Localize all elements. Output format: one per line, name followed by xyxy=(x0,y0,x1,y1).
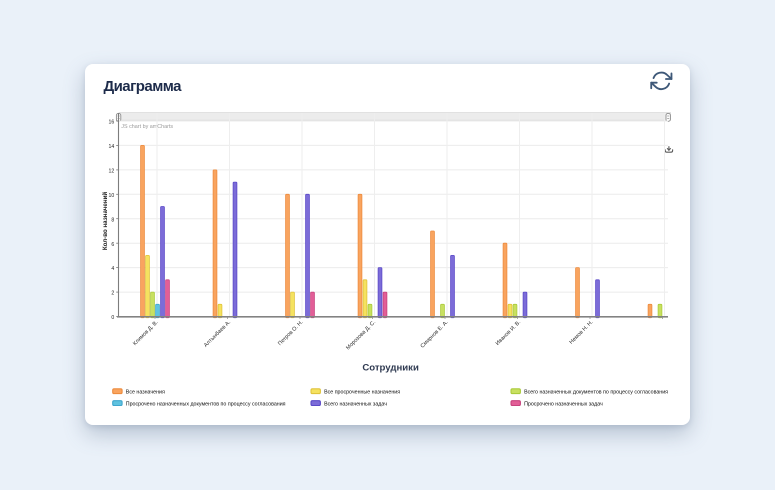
svg-text:Все просроченные назначения: Все просроченные назначения xyxy=(324,389,400,395)
svg-text:Климов Д. В.: Климов Д. В. xyxy=(132,319,160,347)
svg-text:Все назначения: Все назначения xyxy=(126,389,165,395)
svg-text:JS chart by amCharts: JS chart by amCharts xyxy=(121,124,173,130)
svg-text:Иванов И. В.: Иванов И. В. xyxy=(495,319,523,347)
svg-text:10: 10 xyxy=(109,193,115,199)
svg-text:Алтынбаев А.: Алтынбаев А. xyxy=(203,319,232,348)
svg-text:12: 12 xyxy=(109,169,115,175)
svg-text:Просрочено назначенных задач: Просрочено назначенных задач xyxy=(524,401,603,407)
svg-text:6: 6 xyxy=(111,242,114,248)
svg-text:Морозова Д. С.: Морозова Д. С. xyxy=(345,319,377,351)
svg-text:Просрочено назначенных докумен: Просрочено назначенных документов по про… xyxy=(126,401,286,407)
svg-text:0: 0 xyxy=(111,315,114,321)
svg-text:8: 8 xyxy=(111,217,114,223)
svg-text:Немов Н. Н.: Немов Н. Н. xyxy=(569,319,595,345)
svg-text:2: 2 xyxy=(111,291,114,297)
svg-text:16: 16 xyxy=(109,120,115,126)
svg-text:Сотрудники: Сотрудники xyxy=(362,363,419,374)
svg-text:Смирнов Е. А.: Смирнов Е. А. xyxy=(420,319,450,349)
svg-text:Всего назначенных задач: Всего назначенных задач xyxy=(324,401,387,407)
svg-text:Всего назначенных документов п: Всего назначенных документов по процессу… xyxy=(524,389,668,395)
svg-text:Кол-во назначений: Кол-во назначений xyxy=(102,192,109,251)
svg-text:Петров О. Н.: Петров О. Н. xyxy=(277,319,305,347)
svg-text:4: 4 xyxy=(111,266,114,272)
svg-text:14: 14 xyxy=(109,144,115,150)
